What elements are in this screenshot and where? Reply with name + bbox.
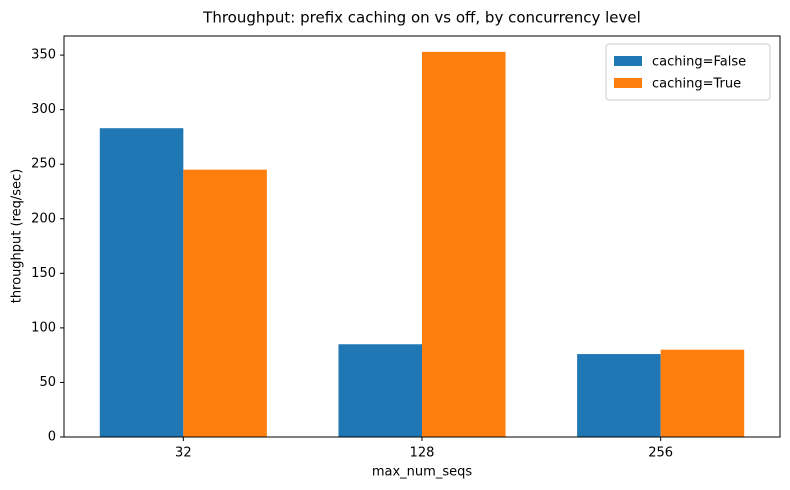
chart-title: Throughput: prefix caching on vs off, by… — [202, 9, 641, 27]
x-tick-label: 256 — [648, 446, 673, 461]
bar — [660, 349, 745, 437]
legend-swatch — [614, 56, 642, 66]
plot-frame — [63, 35, 781, 438]
bar — [577, 354, 661, 437]
bar — [99, 128, 184, 437]
bar — [422, 51, 506, 437]
legend-swatch — [614, 78, 642, 88]
x-tick-label: 128 — [410, 446, 435, 461]
x-tick-label: 32 — [175, 446, 192, 461]
y-tick-label: 250 — [31, 157, 56, 172]
y-tick-label: 300 — [31, 102, 56, 117]
y-tick-label: 350 — [31, 48, 56, 63]
y-tick-label: 50 — [39, 375, 56, 390]
y-tick-label: 0 — [48, 430, 56, 445]
legend-box — [605, 43, 771, 101]
legend-label: caching=True — [652, 77, 741, 92]
y-tick-label: 150 — [31, 266, 56, 281]
bar — [338, 344, 422, 437]
legend-label: caching=False — [652, 55, 746, 70]
y-tick-label: 100 — [31, 320, 56, 335]
x-axis-label: max_num_seqs — [372, 465, 472, 480]
bar — [183, 169, 267, 437]
y-tick-label: 200 — [31, 211, 56, 226]
y-axis-label: throughput (req/sec) — [10, 169, 25, 304]
